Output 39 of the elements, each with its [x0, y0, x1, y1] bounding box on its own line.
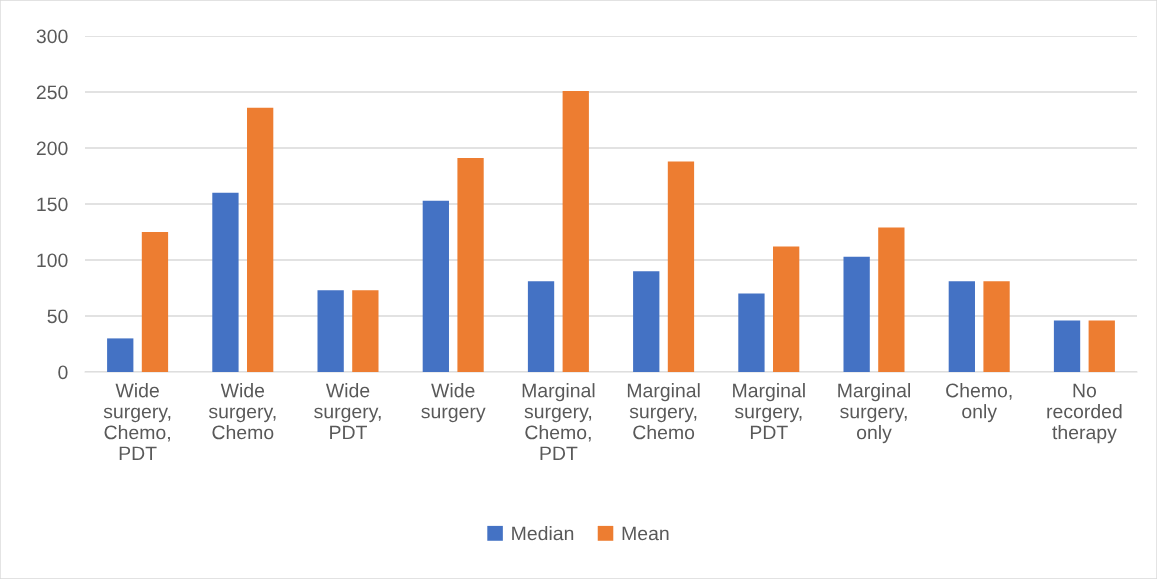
bar: [527, 281, 555, 372]
x-tick-label: Wide surgery: [421, 383, 486, 423]
bar: [1088, 320, 1115, 372]
y-tick-label: 150: [37, 197, 68, 212]
legend-label: Mean: [622, 526, 669, 541]
y-tick-label: 200: [36, 141, 68, 156]
x-tick-label: No recorded therapy: [1047, 383, 1122, 444]
x-tick-label: Chemo, only: [946, 383, 1012, 423]
bar: [317, 290, 344, 372]
bar: [352, 290, 379, 372]
x-tick-label: Marginal surgery, Chemo: [627, 383, 700, 440]
y-tick-label: 250: [36, 85, 68, 100]
bar: [141, 232, 169, 372]
y-tick-label: 300: [36, 29, 68, 44]
y-tick-label: 0: [58, 365, 68, 380]
bar: [738, 293, 765, 372]
y-tick-label: 50: [47, 309, 68, 324]
bar: [107, 338, 134, 372]
bar: [983, 281, 1010, 372]
x-tick-label: Marginal surgery, Chemo, PDT: [522, 383, 595, 461]
bar: [843, 256, 870, 372]
bar: [1053, 320, 1081, 372]
bar: [457, 158, 484, 372]
legend-label: Median: [512, 526, 574, 541]
x-tick-label: Marginal surgery, only: [838, 383, 910, 444]
x-tick-label: Wide surgery, Chemo, PDT: [103, 383, 171, 461]
y-tick-label: 100: [37, 253, 68, 268]
bar: [212, 192, 239, 372]
bar: [247, 107, 274, 372]
bar: [773, 246, 800, 372]
bar: [948, 281, 975, 372]
x-tick-label: Wide surgery, Chemo: [208, 383, 276, 440]
bar: [667, 161, 695, 372]
bar: [422, 200, 449, 372]
x-tick-label: Marginal surgery, PDT: [733, 383, 805, 440]
x-tick-label: Wide surgery, PDT: [314, 383, 381, 440]
bar: [562, 90, 589, 372]
bar: [633, 271, 660, 372]
bar: [878, 227, 905, 372]
